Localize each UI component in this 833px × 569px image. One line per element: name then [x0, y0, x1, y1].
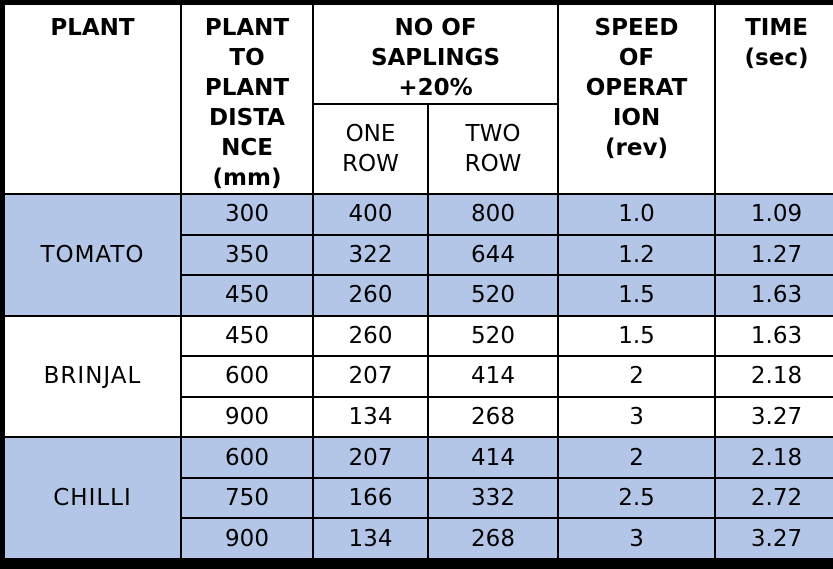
- cell-time: 1.63: [714, 274, 833, 317]
- table-row: 750 166 332 2.5 2.72: [4, 476, 833, 520]
- cell-two-row: 414: [426, 436, 560, 479]
- cell-one-row: 166: [312, 476, 429, 520]
- cell-speed: 1.5: [557, 314, 717, 358]
- header-speed: SPEED OF OPERAT ION (rev): [557, 3, 717, 195]
- table-row: 450 260 520 1.5 1.63: [4, 274, 833, 317]
- cell-two-row: 644: [426, 233, 560, 277]
- cell-distance: 900: [180, 395, 314, 439]
- table-header: PLANT PLANT TO PLANT DISTA NCE (mm) NO O…: [3, 3, 833, 195]
- header-two-row: TWO ROW: [426, 103, 560, 195]
- header-time-line: (sec): [744, 45, 809, 71]
- cell-two-row: 268: [426, 395, 560, 439]
- cell-distance: 450: [180, 274, 314, 317]
- header-speed-line: OF: [618, 45, 655, 71]
- header-time: TIME (sec): [714, 3, 833, 195]
- header-distance-line: TO: [229, 45, 265, 71]
- header-one-row: ONE ROW: [312, 103, 429, 195]
- header-two-row-line: ROW: [464, 151, 522, 177]
- cell-two-row: 800: [426, 193, 560, 236]
- header-saplings-line: SAPLINGS: [370, 45, 501, 71]
- cell-time: 2.18: [714, 355, 833, 398]
- cell-speed: 3: [557, 517, 717, 560]
- cell-speed: 2: [557, 355, 717, 398]
- cell-one-row: 207: [312, 436, 429, 479]
- header-saplings-line: +20%: [398, 75, 473, 101]
- table-row: 600 207 414 2 2.18: [4, 355, 833, 398]
- saplings-table: PLANT PLANT TO PLANT DISTA NCE (mm) NO O…: [3, 3, 833, 560]
- cell-time: 1.63: [714, 314, 833, 358]
- table-row: 900 134 268 3 3.27: [4, 517, 833, 560]
- table-body: TOMATO 300 400 800 1.0 1.09 350 322 644 1.2 1.27 45…: [3, 193, 833, 560]
- cell-distance: 600: [180, 436, 314, 479]
- cell-speed: 2: [557, 436, 717, 479]
- cell-two-row: 268: [426, 517, 560, 560]
- cell-time: 3.27: [714, 395, 833, 439]
- cell-two-row: 332: [426, 476, 560, 520]
- cell-distance: 750: [180, 476, 314, 520]
- cell-one-row: 260: [312, 314, 429, 358]
- table-row: BRINJAL 450 260 520 1.5 1.63: [3, 314, 833, 439]
- cell-speed: 1.0: [557, 193, 717, 236]
- cell-two-row: 520: [426, 314, 560, 358]
- cell-speed: 1.5: [557, 274, 717, 317]
- cell-distance: 300: [180, 193, 314, 236]
- table-row: 350 322 644 1.2 1.27: [4, 233, 833, 277]
- header-one-row-line: ONE: [345, 121, 396, 147]
- cell-one-row: 400: [312, 193, 429, 236]
- header-two-row-line: TWO: [465, 121, 521, 147]
- cell-distance: 350: [180, 233, 314, 277]
- cell-two-row: 520: [426, 274, 560, 317]
- cell-time: 1.27: [714, 233, 833, 277]
- header-speed-line: (rev): [605, 135, 668, 161]
- header-speed-line: ION: [612, 105, 661, 131]
- header-distance-line: PLANT: [204, 75, 290, 101]
- header-distance-line: PLANT: [204, 15, 290, 41]
- header-distance: PLANT TO PLANT DISTA NCE (mm): [180, 3, 314, 195]
- cell-speed: 1.2: [557, 233, 717, 277]
- cell-time: 3.27: [714, 517, 833, 560]
- header-plant: PLANT: [3, 3, 182, 195]
- header-speed-line: SPEED: [594, 15, 679, 41]
- cell-speed: 2.5: [557, 476, 717, 520]
- header-time-line: TIME: [745, 15, 808, 41]
- header-distance-line: DISTA: [209, 105, 285, 131]
- header-saplings: NO OF SAPLINGS +20%: [311, 3, 560, 105]
- header-distance-line: NCE: [221, 135, 273, 161]
- cell-one-row: 134: [312, 395, 429, 439]
- cell-distance: 450: [180, 314, 314, 358]
- cell-distance: 900: [180, 517, 314, 560]
- cell-time: 1.09: [714, 193, 833, 236]
- cell-plant: TOMATO: [3, 193, 182, 317]
- table-row: CHILLI 600 207 414 2 2.18: [3, 436, 833, 560]
- header-one-row-line: ROW: [342, 151, 399, 177]
- cell-plant: CHILLI: [3, 436, 182, 560]
- cell-one-row: 322: [312, 233, 429, 277]
- table-container: PLANT PLANT TO PLANT DISTA NCE (mm) NO O…: [3, 3, 833, 560]
- cell-time: 2.18: [714, 436, 833, 479]
- cell-one-row: 134: [312, 517, 429, 560]
- header-speed-line: OPERAT: [585, 75, 688, 101]
- table-row: TOMATO 300 400 800 1.0 1.09: [3, 193, 833, 317]
- header-saplings-line: NO OF: [394, 15, 477, 41]
- cell-two-row: 414: [426, 355, 560, 398]
- cell-one-row: 260: [312, 274, 429, 317]
- cell-one-row: 207: [312, 355, 429, 398]
- cell-distance: 600: [180, 355, 314, 398]
- table-row: 900 134 268 3 3.27: [4, 395, 833, 439]
- header-distance-line: (mm): [212, 165, 282, 191]
- cell-time: 2.72: [714, 476, 833, 520]
- cell-speed: 3: [557, 395, 717, 439]
- cell-plant: BRINJAL: [3, 314, 182, 439]
